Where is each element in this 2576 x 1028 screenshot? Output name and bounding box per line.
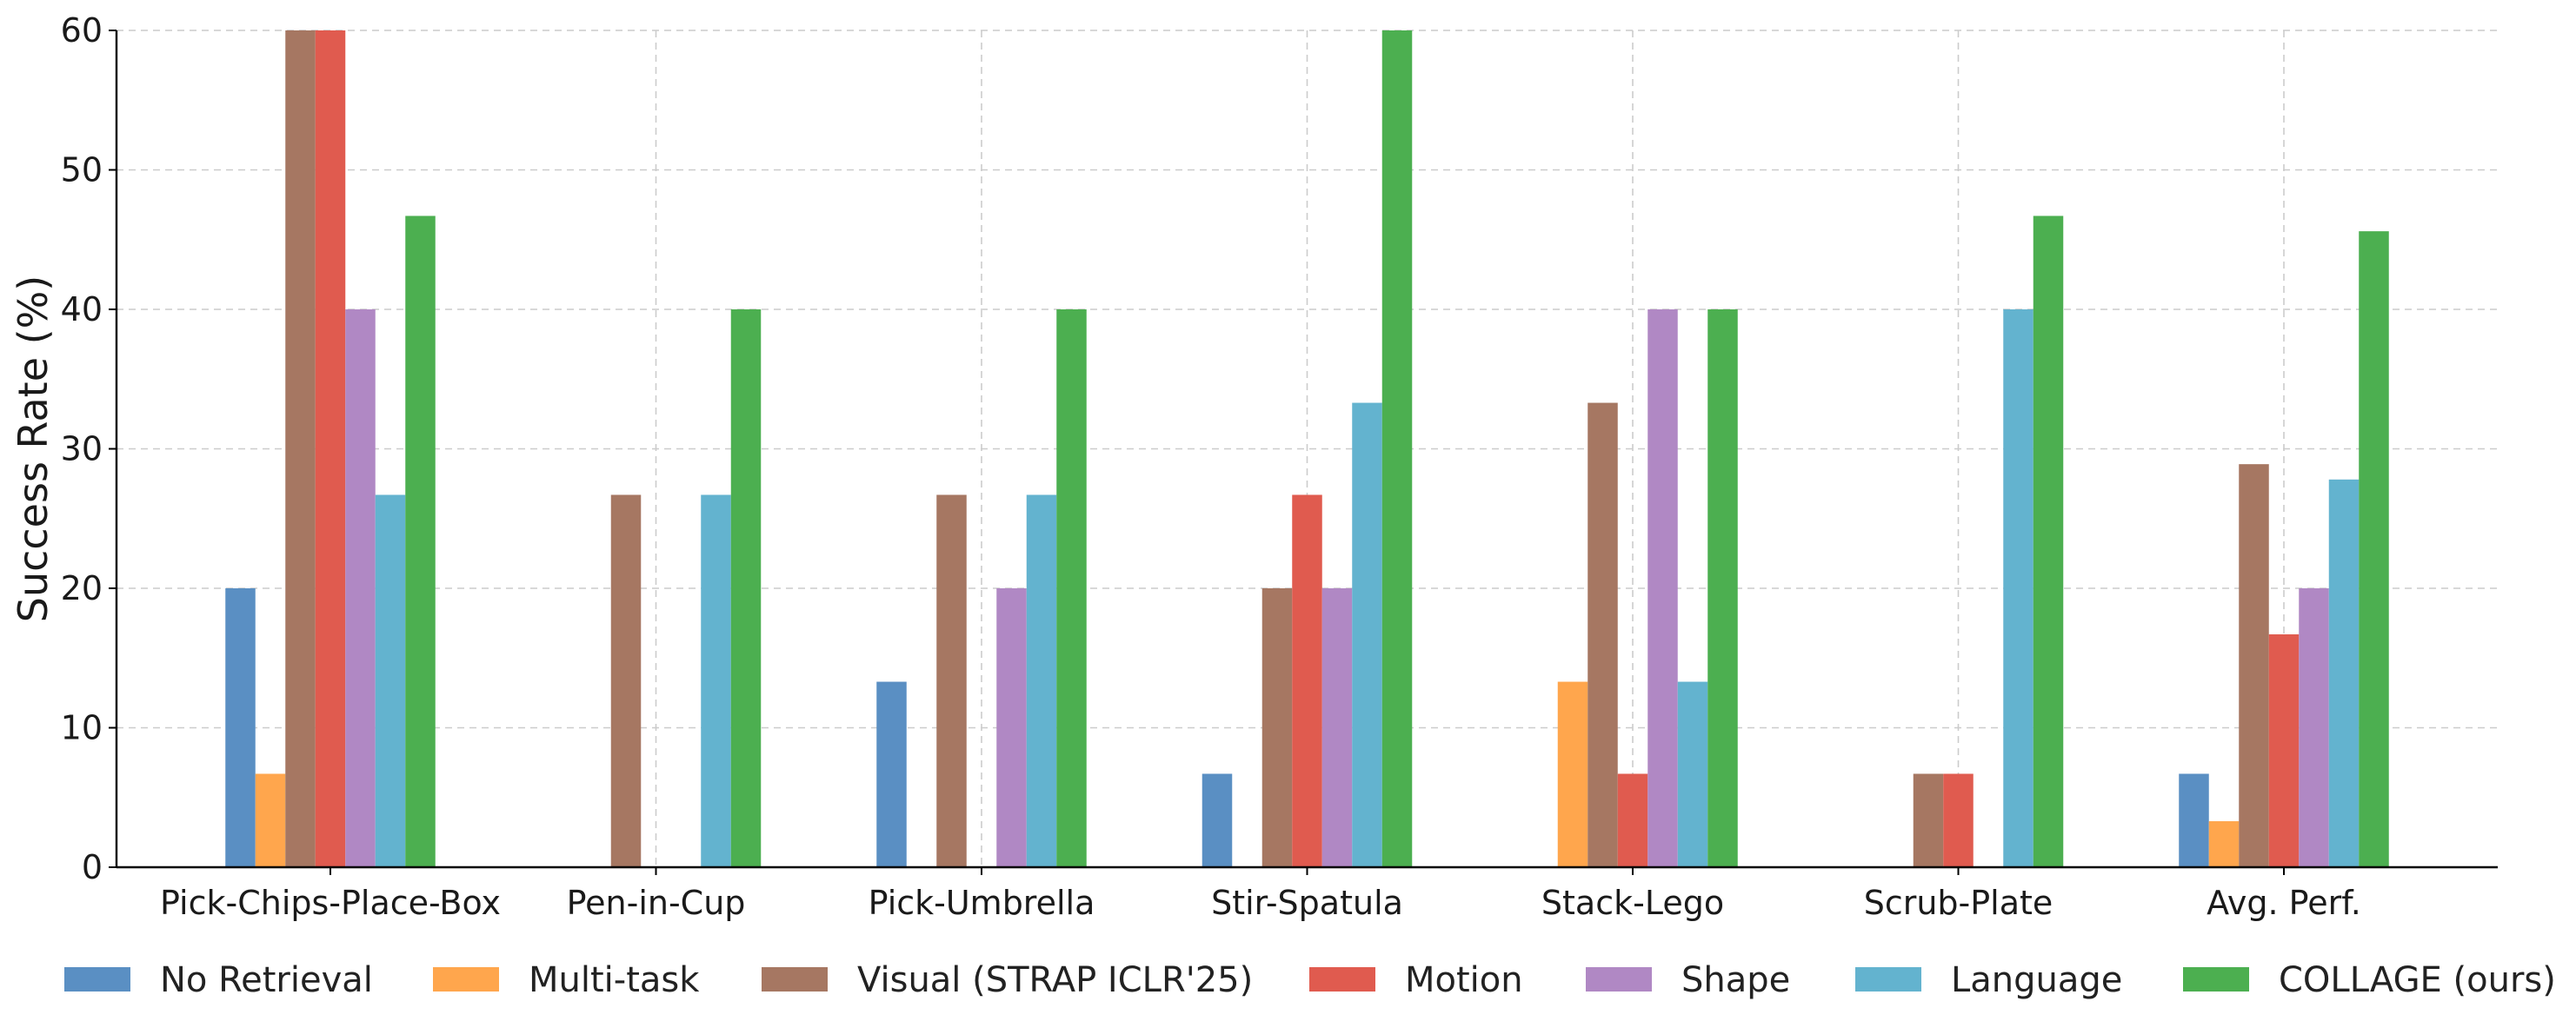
legend-item: Visual (STRAP ICLR'25) — [762, 960, 1253, 1000]
y-tick-label: 30 — [61, 430, 103, 468]
bar — [225, 588, 256, 867]
bar — [996, 588, 1027, 867]
bar — [345, 309, 376, 867]
legend-item: Multi-task — [433, 960, 700, 1000]
legend-swatch — [762, 967, 828, 992]
legend-swatch — [1309, 967, 1375, 992]
y-tick-label: 20 — [61, 569, 103, 607]
legend-label: COLLAGE (ours) — [2279, 960, 2556, 1000]
legend: No Retrieval Multi-task Visual (STRAP ICLR… — [64, 960, 2556, 1000]
bar — [1261, 588, 1293, 867]
x-tick-label: Pick-Chips-Place-Box — [160, 884, 501, 922]
x-tick-label: Pick-Umbrella — [869, 884, 1095, 922]
bar — [2033, 216, 2064, 868]
legend-item: No Retrieval — [64, 960, 373, 1000]
x-tick-label: Stir-Spatula — [1211, 884, 1403, 922]
bar — [1707, 309, 1738, 867]
legend-label: Visual (STRAP ICLR'25) — [857, 960, 1253, 1000]
bar — [2359, 231, 2389, 867]
bar — [1381, 30, 1413, 867]
legend-swatch — [64, 967, 130, 992]
y-axis-label: Success Rate (%) — [10, 275, 57, 623]
legend-swatch — [1855, 967, 1921, 992]
bar — [1677, 681, 1708, 867]
bar — [255, 773, 286, 867]
bar — [1647, 309, 1678, 867]
bar — [1617, 773, 1648, 867]
bar — [1201, 773, 1233, 867]
bar — [315, 30, 346, 867]
bar — [1557, 681, 1588, 867]
y-tick-label: 60 — [61, 11, 103, 50]
bar — [2003, 309, 2034, 867]
bar — [610, 494, 642, 867]
y-tick-label: 50 — [61, 151, 103, 189]
bar — [1292, 494, 1322, 867]
legend-label: Language — [1951, 960, 2122, 1000]
x-tick-label: Stack-Lego — [1541, 884, 1724, 922]
x-tick-label: Avg. Perf. — [2207, 884, 2361, 922]
legend-swatch — [1586, 967, 1652, 992]
bar — [375, 494, 406, 867]
bar — [1943, 773, 1974, 867]
bar — [876, 681, 907, 867]
legend-item: Language — [1855, 960, 2122, 1000]
x-tick-label: Scrub-Plate — [1864, 884, 2053, 922]
bar — [2208, 821, 2240, 867]
bar — [2239, 464, 2269, 867]
legend-item: Motion — [1309, 960, 1523, 1000]
y-tick-labels: 0 10 20 30 40 50 60 — [61, 11, 116, 886]
bar — [2328, 479, 2360, 867]
bar — [285, 30, 316, 867]
bar — [405, 216, 436, 868]
bar — [1913, 773, 1944, 867]
legend-label: Shape — [1681, 960, 1790, 1000]
bar — [701, 494, 731, 867]
bar — [2268, 633, 2300, 867]
x-tick-label: Pen-in-Cup — [567, 884, 746, 922]
bar — [936, 494, 967, 867]
y-tick-label: 0 — [82, 848, 103, 886]
legend-label: No Retrieval — [160, 960, 373, 1000]
y-tick-label: 10 — [61, 709, 103, 747]
legend-swatch — [2183, 967, 2249, 992]
legend-label: Motion — [1405, 960, 1523, 1000]
legend-swatch — [433, 967, 499, 992]
bar — [1026, 494, 1057, 867]
legend-label: Multi-task — [529, 960, 700, 1000]
bar — [1056, 309, 1087, 867]
x-tick-labels: Pick-Chips-Place-Box Pen-in-Cup Pick-Umbre… — [160, 867, 2361, 922]
bar — [2299, 588, 2329, 867]
bars — [225, 30, 2389, 868]
bar — [730, 309, 762, 867]
bar — [1588, 402, 1618, 867]
bar — [2179, 773, 2209, 867]
legend-item: COLLAGE (ours) — [2183, 960, 2556, 1000]
y-tick-label: 40 — [61, 290, 103, 328]
legend-item: Shape — [1586, 960, 1790, 1000]
bar — [1321, 588, 1353, 867]
bar — [1352, 402, 1382, 867]
